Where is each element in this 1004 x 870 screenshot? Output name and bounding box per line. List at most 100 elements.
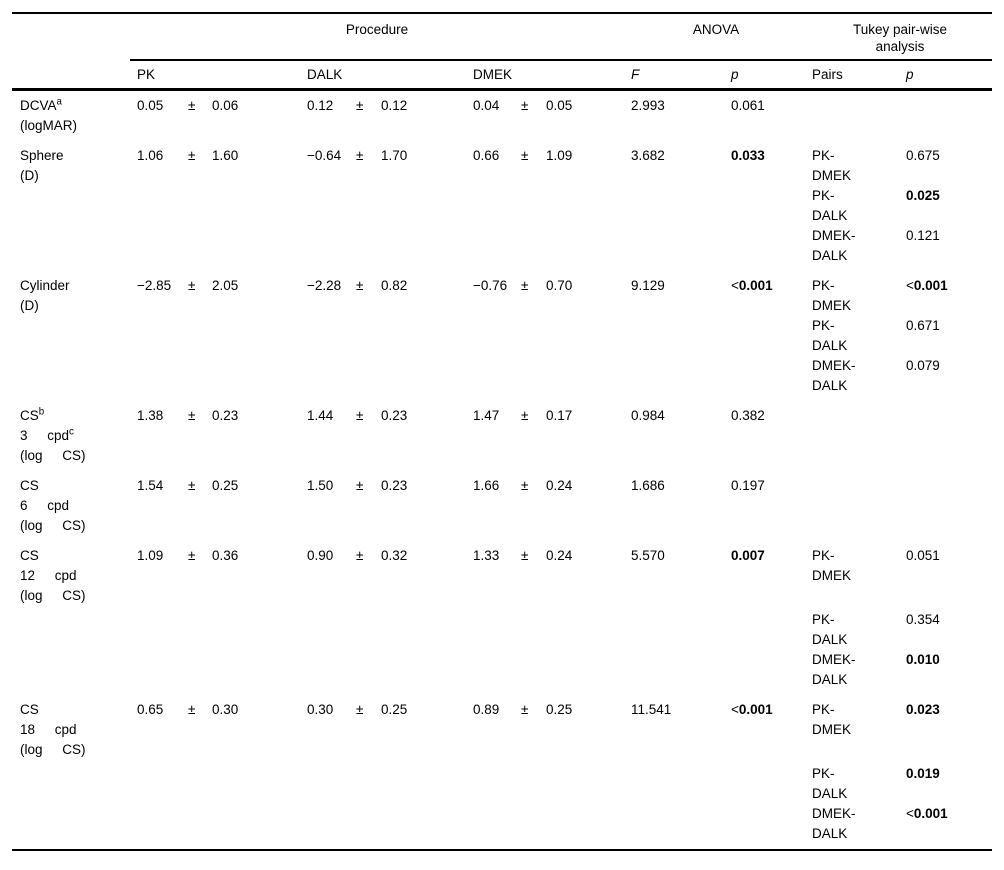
row-label-line: (logMAR) bbox=[20, 117, 78, 133]
plus-minus-sign: ± bbox=[521, 407, 529, 423]
anova-f-value: 9.129 bbox=[631, 277, 665, 293]
pair-label-line: PK- bbox=[812, 317, 835, 333]
pair-p-value: 0.354 bbox=[906, 611, 940, 627]
results-table: Procedure ANOVA Tukey pair-wise analysis… bbox=[12, 12, 993, 851]
mean-dmek: 1.33 bbox=[473, 547, 500, 563]
table-row: DCVAa (logMAR) 0.05 ±0.06 0.12 ±0.12 0.04 ±0.05… bbox=[12, 89, 992, 141]
pair-p-value: 0.121 bbox=[906, 227, 940, 243]
sd-dalk: 0.12 bbox=[381, 97, 408, 113]
pair-label-line: DALK bbox=[812, 825, 848, 841]
mean-dalk: 1.50 bbox=[307, 477, 334, 493]
row-label-line: (log CS) bbox=[20, 517, 86, 533]
row-label-line: DCVAa bbox=[20, 96, 62, 113]
sd-dmek: 0.17 bbox=[546, 407, 573, 423]
sd-pk: 1.60 bbox=[212, 147, 239, 163]
plus-minus-sign: ± bbox=[356, 97, 364, 113]
pair-label-line: PK- bbox=[812, 765, 835, 781]
pair-label-line: DALK bbox=[812, 207, 848, 223]
mean-pk: 1.54 bbox=[137, 477, 164, 493]
row-label-line: (log CS) bbox=[20, 447, 86, 463]
pair-label-line: DMEK- bbox=[812, 357, 856, 373]
sd-dalk: 1.70 bbox=[381, 147, 408, 163]
col-header-dmek: DMEK bbox=[466, 60, 624, 91]
mean-dmek: 0.89 bbox=[473, 701, 500, 717]
sd-pk: 0.06 bbox=[212, 97, 239, 113]
row-label-line: 12 cpd bbox=[20, 567, 77, 583]
plus-minus-sign: ± bbox=[188, 701, 196, 717]
sd-dalk: 0.23 bbox=[381, 407, 408, 423]
tukey-pairs-cell: PK- DMEK PK- DALK DMEK- DALK bbox=[808, 141, 902, 271]
tukey-p-cell bbox=[902, 471, 992, 541]
pair-label-line: PK- bbox=[812, 611, 835, 627]
plus-minus-sign: ± bbox=[188, 477, 196, 493]
anova-f-value: 1.686 bbox=[631, 477, 665, 493]
tukey-p-cell: 0.675 0.025 0.121 bbox=[902, 141, 992, 271]
plus-minus-sign: ± bbox=[356, 477, 364, 493]
mean-pk: 0.65 bbox=[137, 701, 164, 717]
pair-p-value: <0.001 bbox=[906, 805, 948, 821]
mean-dmek: 1.66 bbox=[473, 477, 500, 493]
plus-minus-sign: ± bbox=[521, 701, 529, 717]
row-label: CS 18 cpd (log CS) bbox=[12, 695, 130, 850]
pair-label-line: DALK bbox=[812, 247, 848, 263]
table-row: CS 12 cpd (log CS) 1.09 ±0.36 0.90 ±0.32 1.33 ±0… bbox=[12, 541, 992, 695]
column-header-row: PK DALK DMEK F p Pairs p bbox=[12, 60, 993, 91]
label-column-header bbox=[12, 60, 130, 91]
mean-dmek: 0.66 bbox=[473, 147, 500, 163]
pair-p-value: 0.025 bbox=[906, 187, 940, 203]
sd-dmek: 0.70 bbox=[546, 277, 573, 293]
pair-p-value: 0.019 bbox=[906, 765, 940, 781]
plus-minus-sign: ± bbox=[188, 147, 196, 163]
plus-minus-sign: ± bbox=[356, 701, 364, 717]
anova-p-value: 0.033 bbox=[731, 147, 765, 163]
anova-f-value: 11.541 bbox=[631, 701, 672, 717]
plus-minus-sign: ± bbox=[356, 147, 364, 163]
pair-p-value: 0.051 bbox=[906, 547, 940, 563]
pair-p-value: <0.001 bbox=[906, 277, 948, 293]
mean-dmek: 1.47 bbox=[473, 407, 500, 423]
sd-dmek: 0.24 bbox=[546, 477, 573, 493]
mean-dmek: 0.04 bbox=[473, 97, 500, 113]
anova-p-value: 0.061 bbox=[731, 97, 765, 113]
table-row: CS 18 cpd (log CS) 0.65 ±0.30 0.30 ±0.25 0.89 ±0… bbox=[12, 695, 992, 850]
pair-label-line: PK- bbox=[812, 547, 835, 563]
row-label-line: Cylinder bbox=[20, 277, 70, 293]
sd-pk: 0.23 bbox=[212, 407, 239, 423]
tukey-p-cell: <0.001 0.671 0.079 bbox=[902, 271, 992, 401]
plus-minus-sign: ± bbox=[521, 477, 529, 493]
row-label-line: CSb bbox=[20, 406, 45, 423]
pair-label-line: DMEK bbox=[812, 297, 852, 313]
pair-label: PK- DALK bbox=[812, 316, 902, 356]
plus-minus-sign: ± bbox=[356, 407, 364, 423]
tukey-pairs-cell bbox=[808, 89, 902, 141]
plus-minus-sign: ± bbox=[188, 407, 196, 423]
tukey-p-cell: 0.023 0.019 <0.001 bbox=[902, 695, 992, 850]
row-label: CS 12 cpd (log CS) bbox=[12, 541, 130, 695]
pair-p-value: 0.023 bbox=[906, 701, 940, 717]
results-table-body: DCVAa (logMAR) 0.05 ±0.06 0.12 ±0.12 0.04 ±0.05… bbox=[12, 89, 992, 850]
table-row: Sphere (D) 1.06 ±1.60 −0.64 ±1.70 0.66 ±1.09 3.6… bbox=[12, 141, 992, 271]
col-header-pairs: Pairs bbox=[808, 60, 903, 91]
tukey-pairs-cell bbox=[808, 471, 902, 541]
tukey-pairs-cell: PK- DMEK PK- DALK DMEK- DALK bbox=[808, 541, 902, 695]
pair-p-value: 0.010 bbox=[906, 651, 940, 667]
table-row: CS 6 cpd (log CS) 1.54 ±0.25 1.50 ±0.23 1.66 ±0.… bbox=[12, 471, 992, 541]
row-label-line: (D) bbox=[20, 167, 39, 183]
row-label: CSb 3 cpdc (log CS) bbox=[12, 401, 130, 471]
plus-minus-sign: ± bbox=[521, 147, 529, 163]
row-label-line: (log CS) bbox=[20, 587, 86, 603]
row-label: Cylinder (D) bbox=[12, 271, 130, 401]
group-header-row: Procedure ANOVA Tukey pair-wise analysis bbox=[12, 13, 993, 61]
plus-minus-sign: ± bbox=[188, 97, 196, 113]
plus-minus-sign: ± bbox=[188, 547, 196, 563]
mean-dalk: 1.44 bbox=[307, 407, 334, 423]
pair-label-line: DMEK- bbox=[812, 651, 856, 667]
row-label-line: Sphere bbox=[20, 147, 64, 163]
pair-label: DMEK- DALK bbox=[812, 356, 902, 396]
anova-f-value: 0.984 bbox=[631, 407, 665, 423]
pair-label-line: PK- bbox=[812, 187, 835, 203]
anova-p-value: <0.001 bbox=[731, 701, 773, 717]
pair-label: DMEK- DALK bbox=[812, 226, 902, 266]
sd-pk: 0.30 bbox=[212, 701, 239, 717]
